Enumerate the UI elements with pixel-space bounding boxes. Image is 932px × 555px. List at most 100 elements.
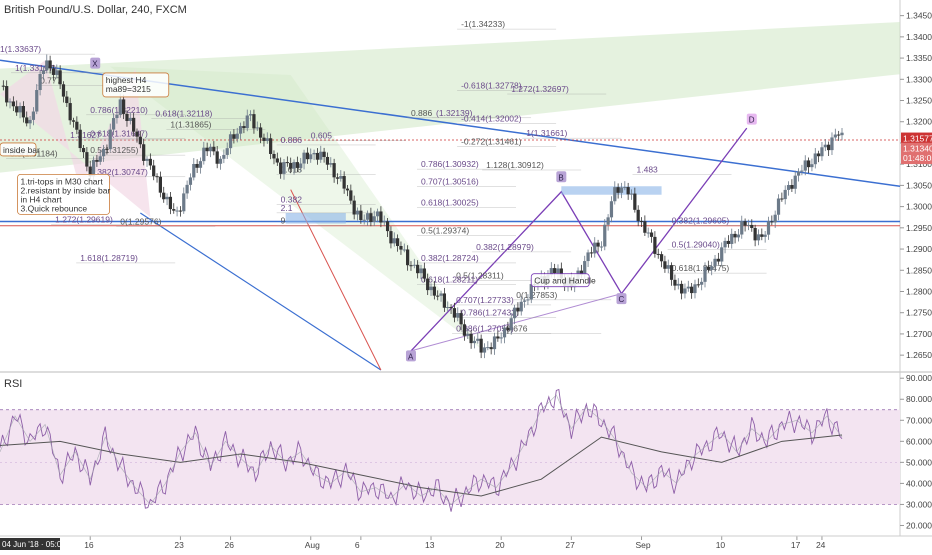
candle-body: [456, 313, 460, 318]
candle-body: [519, 301, 523, 312]
countdown-tag: [901, 152, 932, 165]
candle-body: [218, 158, 223, 164]
candle-body: [335, 177, 340, 179]
trendline-lower: [140, 212, 382, 371]
abcd-pattern: [410, 127, 748, 352]
candle-body: [165, 196, 169, 200]
candle-body: [780, 198, 784, 200]
fib-level-label: 0.886(1.27059): [456, 323, 514, 333]
fib-level-label: 0.382(1.29605): [672, 216, 730, 226]
annotation-highest-text: highest H4: [106, 75, 147, 85]
candle-body: [429, 286, 433, 291]
fib-level-label: 0.382(1.30747): [90, 167, 148, 177]
candle-body: [703, 266, 707, 282]
candle-body: [11, 101, 15, 107]
candle-body: [178, 210, 183, 212]
rsi-ma-line: [0, 434, 843, 497]
candle-body: [603, 224, 607, 247]
candle-body: [713, 258, 717, 267]
candle-body: [837, 134, 841, 136]
y-tick-label: 1.31000: [906, 159, 932, 169]
candle-body: [235, 133, 239, 139]
fib-level-label: 1(1.31865): [170, 119, 211, 129]
candle-body: [669, 265, 674, 280]
candle-body: [132, 117, 136, 132]
candle-body: [362, 219, 366, 221]
x-tick-label: 17: [791, 540, 801, 550]
candle-body: [228, 134, 233, 149]
x-axis-cursor-tag: [0, 538, 60, 550]
candle-body: [783, 189, 787, 200]
fib-level-label: 0(1.27853): [516, 290, 557, 300]
candle-body: [726, 240, 731, 244]
fib-level-label: 0.618(1.30025): [421, 197, 479, 207]
candle-body: [813, 153, 817, 165]
candle-body: [773, 214, 777, 223]
y-tick-label: 1.34500: [906, 11, 932, 21]
candle-body: [61, 84, 66, 97]
candle-body: [225, 148, 229, 155]
pattern-point-label: B: [558, 173, 563, 182]
candle-body: [51, 68, 56, 75]
candle-body: [242, 126, 246, 129]
fib-level-label: 0.5(1.31255): [90, 145, 138, 155]
candle-body: [653, 236, 657, 254]
candle-body: [613, 187, 617, 202]
rsi-line: [0, 388, 843, 512]
candle-body: [91, 159, 96, 177]
candle-body: [168, 196, 173, 210]
candle-body: [65, 96, 69, 104]
candle-body: [526, 299, 530, 301]
candle-body: [359, 210, 363, 220]
candle-body: [502, 327, 507, 338]
candle-body: [743, 221, 747, 226]
candle-body: [115, 114, 119, 119]
candle-body: [706, 266, 710, 270]
candle-body: [35, 90, 39, 112]
candle-body: [395, 238, 400, 247]
candle-body: [803, 160, 807, 171]
fib-level-label: 1.272(1.32697): [511, 84, 569, 94]
fib-level-label: 0.382(1.28724): [421, 253, 479, 263]
candle-body: [619, 187, 624, 193]
fib-level-label: -1(1.34233): [461, 19, 505, 29]
candle-body: [325, 156, 330, 165]
candle-body: [700, 281, 704, 285]
candle-body: [8, 101, 12, 103]
x-tick-label: 27: [565, 540, 575, 550]
x-tick-label: 23: [174, 540, 184, 550]
y-tick-label: 1.34000: [906, 32, 932, 42]
candle-body: [693, 284, 697, 294]
last-price-secondary-label: 1.31340: [903, 144, 932, 154]
candle-body: [446, 307, 450, 309]
candle-body: [208, 146, 213, 152]
candle-body: [192, 163, 196, 178]
candle-body: [426, 278, 430, 291]
candle-body: [522, 300, 527, 302]
rsi-title: RSI: [4, 378, 23, 390]
candle-body: [142, 144, 146, 161]
candle-body: [827, 144, 831, 151]
x-tick-label: 13: [425, 540, 435, 550]
candle-body: [212, 146, 216, 152]
candle-body: [172, 209, 176, 211]
candle-body: [733, 233, 737, 238]
candle-body: [329, 163, 333, 165]
candle-body: [806, 160, 811, 168]
y-tick-label: 1.26500: [906, 350, 932, 360]
candle-body: [101, 148, 106, 157]
candle-body: [833, 134, 837, 138]
candle-body: [760, 234, 764, 237]
candle-body: [18, 106, 22, 113]
candle-body: [285, 162, 289, 164]
fib-level-label: 0.5(1.29040): [672, 239, 720, 249]
candle-body: [48, 60, 52, 69]
y-tick-label: 1.27000: [906, 329, 932, 339]
candle-body: [820, 147, 824, 157]
candle-body: [633, 193, 637, 210]
chart-title: British Pound/U.S. Dollar, 240, FXCM: [4, 4, 187, 16]
annotation-highest-box: [102, 72, 170, 98]
